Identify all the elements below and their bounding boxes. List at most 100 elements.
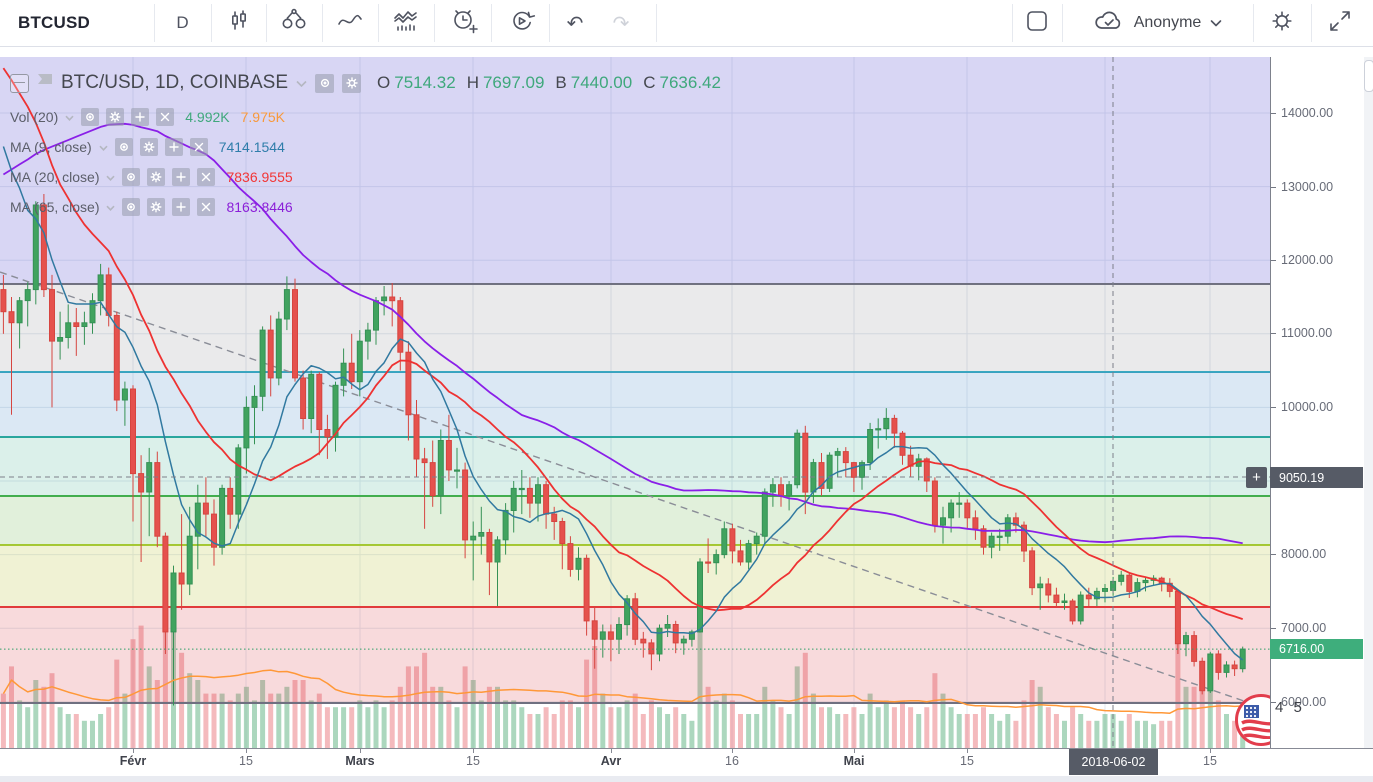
time-tick [1210, 749, 1211, 753]
toolbar-separator [322, 4, 323, 42]
toolbar-separator [1062, 4, 1063, 42]
price-tick [1271, 554, 1276, 555]
symbol-search-input[interactable]: BTCUSD [18, 13, 91, 32]
symbol-title[interactable]: BTC/USD, 1D, COINBASE [61, 72, 288, 93]
settings-button[interactable] [1253, 0, 1311, 46]
high-value: 7697.09 [482, 73, 545, 92]
time-axis-label: Mars [345, 754, 375, 768]
bar-replay-button[interactable] [493, 0, 550, 46]
time-tick [732, 749, 733, 753]
indicator-value: 4.992K [185, 109, 230, 125]
remove-indicator-button[interactable] [197, 198, 216, 216]
price-tick [1271, 407, 1276, 408]
chevron-down-icon [1210, 14, 1222, 32]
indicator-label[interactable]: MA (9, close) [10, 139, 92, 155]
indicators-button[interactable] [378, 0, 434, 46]
price-axis-label: 8000.00 [1281, 547, 1327, 561]
indicator-settings-button[interactable] [147, 198, 166, 216]
line-style-button[interactable] [322, 0, 378, 46]
time-axis-label: Févr [119, 754, 147, 768]
indicator-value: 7414.1544 [218, 139, 285, 155]
add-indicator-button[interactable] [131, 108, 150, 126]
price-axis[interactable]: 14000.00 13000.00 12000.00 11000.00 10000.00… [1270, 57, 1364, 776]
bottom-strip [0, 776, 1373, 782]
hide-indicator-button[interactable] [122, 168, 141, 186]
gear-icon [1268, 7, 1296, 40]
layout-button[interactable] [1012, 0, 1062, 46]
compare-scales-icon [281, 8, 307, 39]
time-axis[interactable]: Févr 15 Mars 15 Avr 16 Mai 15 15 [0, 748, 1373, 776]
price-axis-label: 10000.00 [1281, 400, 1334, 414]
redo-button[interactable]: ↷ [598, 0, 644, 46]
collapse-pane-button[interactable] [10, 73, 29, 93]
hide-indicator-button[interactable] [114, 138, 133, 156]
price-axis-label: 13000.00 [1281, 180, 1334, 194]
time-axis-label: 16 [725, 754, 739, 768]
series-settings-button[interactable] [342, 73, 361, 93]
flag-widget-number: 4 5 [1275, 699, 1305, 716]
toolbar-separator [491, 4, 492, 42]
compare-button[interactable] [266, 0, 322, 46]
price-chart[interactable] [0, 57, 1270, 748]
indicator-label[interactable]: MA (65, close) [10, 199, 100, 215]
scrollbar-thumb[interactable] [1364, 60, 1373, 92]
indicator-label[interactable]: Vol (20) [10, 109, 59, 125]
time-tick [967, 749, 968, 753]
fullscreen-button[interactable] [1311, 0, 1368, 46]
price-axis-label: 7000.00 [1281, 621, 1327, 635]
side-scrollbar[interactable] [1363, 57, 1373, 776]
ma20-line[interactable] [2, 67, 1243, 620]
line-curve-icon [337, 11, 363, 36]
add-order-plus-button[interactable]: + [1246, 467, 1267, 488]
ma65-line[interactable] [2, 122, 1243, 545]
account-menu[interactable]: Anonyme [1062, 0, 1253, 46]
add-indicator-button[interactable] [164, 138, 183, 156]
time-axis-label: Mai [843, 754, 865, 768]
remove-indicator-button[interactable] [189, 138, 208, 156]
last-price-badge: 6716.00 [1270, 639, 1363, 659]
toolbar-separator [1311, 4, 1312, 42]
price-axis-label: 12000.00 [1281, 253, 1334, 267]
candles [0, 194, 1246, 706]
time-axis-label: 15 [466, 754, 480, 768]
add-indicator-button[interactable] [172, 168, 191, 186]
undo-icon: ↶ [566, 11, 584, 35]
toolbar-separator [266, 4, 267, 42]
indicator-label[interactable]: MA (20, close) [10, 169, 100, 185]
open-value: 7514.32 [394, 73, 456, 92]
indicator-settings-button[interactable] [106, 108, 125, 126]
flag-symbol-icon[interactable] [37, 73, 53, 93]
ma9-line[interactable] [2, 146, 1244, 661]
chevron-down-icon [296, 74, 307, 92]
add-alert-button[interactable] [436, 0, 493, 46]
interval-button[interactable]: D [176, 13, 189, 32]
price-tick [1271, 260, 1276, 261]
cloud-sync-icon [1093, 9, 1125, 38]
chevron-down-icon [106, 198, 116, 216]
chevron-down-icon [65, 108, 74, 126]
undo-button[interactable]: ↶ [552, 0, 598, 46]
crosshair-date-badge: 2018-06-02 [1069, 749, 1158, 775]
hide-indicator-button[interactable] [81, 108, 100, 126]
indicator-row: MA (9, close) 7414.1544 [10, 136, 285, 158]
indicator-row: MA (65, close) 8163.8446 [10, 196, 293, 218]
add-indicator-button[interactable] [172, 198, 191, 216]
time-axis-label: 15 [960, 754, 974, 768]
trendline[interactable] [0, 271, 1270, 711]
time-axis-label: Avr [600, 754, 622, 768]
close-value: 7636.42 [659, 73, 721, 92]
remove-indicator-button[interactable] [156, 108, 175, 126]
price-tick [1271, 333, 1276, 334]
indicator-settings-button[interactable] [139, 138, 158, 156]
layout-square-icon [1024, 8, 1050, 39]
toolbar-separator [549, 4, 550, 42]
volume-ma-line[interactable] [2, 669, 1243, 714]
hide-series-button[interactable] [315, 73, 334, 93]
account-name: Anonyme [1133, 14, 1202, 31]
toolbar-separator [154, 4, 155, 42]
toolbar-separator [378, 4, 379, 42]
chart-style-button[interactable] [211, 0, 266, 46]
hide-indicator-button[interactable] [122, 198, 141, 216]
indicator-settings-button[interactable] [147, 168, 166, 186]
remove-indicator-button[interactable] [197, 168, 216, 186]
